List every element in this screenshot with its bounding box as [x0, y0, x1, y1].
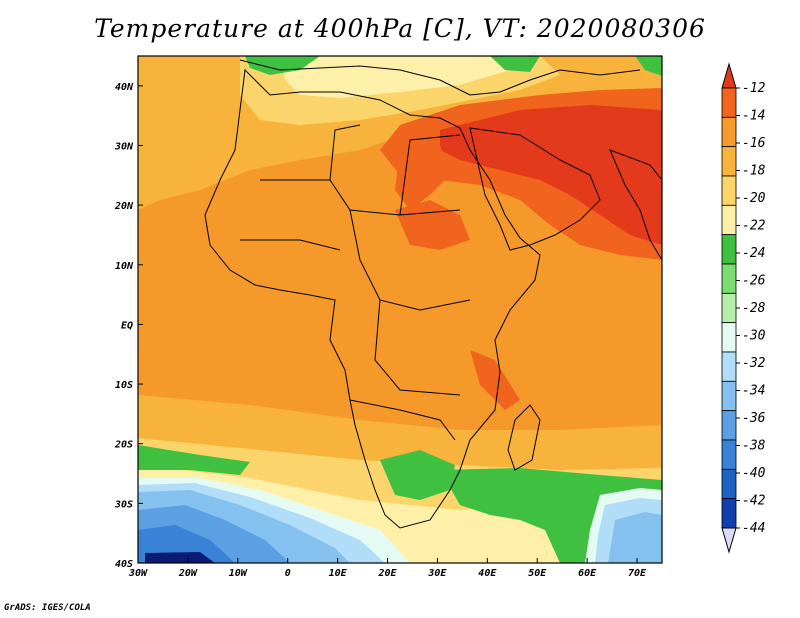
colorbar-label: -34: [742, 384, 765, 399]
colorbar-box: [721, 175, 737, 206]
lon-tick-label: 10E: [329, 568, 348, 579]
colorbar-box: [721, 439, 737, 470]
map-title: Temperature at 400hPa [C], VT: 202008030…: [94, 14, 706, 43]
colorbar-label: -18: [742, 164, 766, 179]
colorbar-box: [721, 263, 737, 294]
field-green-southern-africa: [380, 450, 455, 500]
field-hot-north-east: [440, 105, 662, 245]
colorbar-label: -16: [742, 136, 766, 151]
colorbar-box: [721, 146, 737, 177]
colorbar-label: -12: [742, 81, 766, 96]
country-border: [329, 124, 361, 181]
field-green-north: [245, 56, 320, 75]
lat-tick-label: EQ: [121, 320, 133, 331]
country-border: [349, 399, 456, 441]
lon-tick-label: 70E: [628, 568, 647, 579]
lon-tick-label: 20W: [178, 568, 198, 579]
africa-coastline: [204, 68, 541, 529]
country-border: [399, 134, 461, 216]
field-blue-south-east: [608, 512, 662, 563]
lon-tick-label: 40E: [478, 568, 497, 579]
country-border: [240, 239, 341, 251]
lon-tick-label: 30E: [427, 568, 447, 579]
lat-tick-label: 30N: [114, 141, 134, 152]
colorbar-box: [721, 410, 737, 441]
arabia-coastline: [469, 127, 601, 251]
colorbar-label: -30: [742, 329, 766, 344]
field-green-north-east: [490, 56, 540, 72]
colorbar-label: -24: [742, 246, 765, 261]
colorbar-label: -36: [742, 411, 766, 426]
temperature-field: [138, 56, 662, 563]
colorbar-box: [721, 351, 737, 382]
credit-label: GrADS: IGES/COLA: [4, 603, 91, 613]
field-green-south: [138, 445, 250, 475]
lat-tick-label: 30S: [114, 499, 133, 510]
field-pale-north: [280, 56, 510, 98]
colorbar-label: -38: [742, 439, 766, 454]
lon-tick-label: 20E: [377, 568, 397, 579]
colorbar-box: [721, 292, 737, 324]
europe-coastline: [239, 59, 641, 96]
lat-tick-label: 40S: [115, 559, 133, 570]
field-green-north-east-2: [635, 56, 662, 76]
colorbar-box: [721, 468, 737, 500]
colorbar-box: [721, 116, 737, 148]
lon-tick-label: 60E: [578, 568, 597, 579]
coastlines: [204, 59, 662, 529]
colorbar-box: [721, 204, 737, 236]
colorbar-label: -44: [742, 521, 765, 536]
colorbar-box: [721, 87, 737, 118]
lat-tick-label: 20N: [114, 201, 134, 212]
colorbar-label: -22: [742, 219, 766, 234]
plot-frame: [137, 55, 663, 564]
colorbar-label: -40: [742, 466, 766, 481]
lat-tick-label: 20S: [114, 440, 133, 451]
colorbar-arrow-bottom: [721, 527, 737, 554]
colorbar-label: -26: [742, 274, 766, 289]
field-hot-sahara: [395, 145, 450, 210]
country-border: [374, 299, 461, 396]
colorbar-box: [721, 380, 737, 412]
colorbar-box: [721, 322, 737, 353]
lon-tick-label: 0: [285, 568, 291, 579]
field-warm-central: [395, 200, 470, 250]
colorbar-label: -42: [742, 494, 766, 509]
india-coastline: [609, 149, 662, 261]
map-axes: 30W 20W 10W 0 10E 20E 30E 40E 50E 60E 70E 40N 30N 20N…: [114, 82, 647, 579]
lon-tick-label: 50E: [528, 568, 547, 579]
colorbar-label: -14: [742, 109, 765, 124]
lon-tick-label: 30W: [128, 568, 148, 579]
colorbar-label: -32: [742, 356, 766, 371]
field-navy-south-west: [145, 552, 215, 563]
colorbar-label: -20: [742, 191, 766, 206]
colorbar-box: [721, 498, 737, 529]
field-warm-east-africa: [470, 350, 520, 410]
colorbar-arrow-top: [721, 62, 737, 89]
colorbar: -12 -14 -16 -18 -20 -22 -24 -26 -28 -30 -32 -34 -36 -…: [721, 62, 766, 554]
colorbar-label: -28: [742, 301, 766, 316]
lat-tick-label: 10S: [115, 380, 133, 391]
colorbar-box: [721, 234, 737, 265]
lat-tick-label: 10N: [115, 261, 134, 272]
lon-tick-label: 10W: [229, 568, 248, 579]
lat-tick-label: 40N: [115, 82, 134, 93]
madagascar-coastline: [507, 404, 541, 471]
